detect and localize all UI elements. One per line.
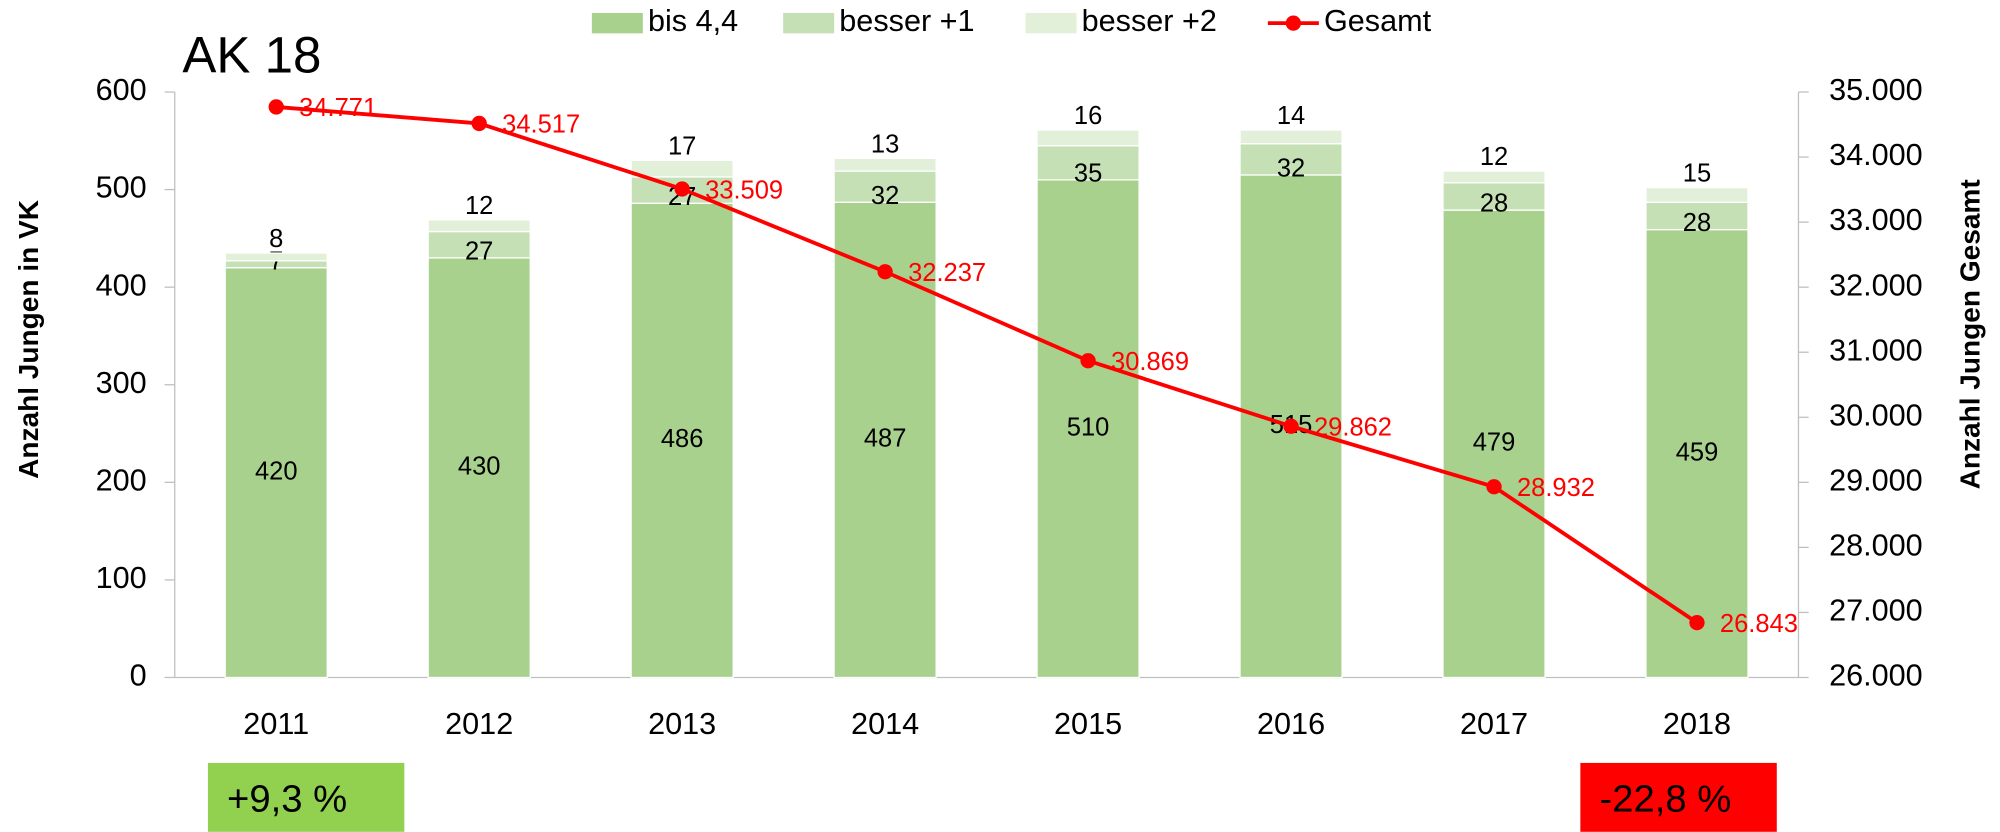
- x-tick-label: 2014: [851, 707, 919, 741]
- bar-segment: [1239, 143, 1343, 176]
- x-tick-label: 2016: [1257, 707, 1325, 741]
- data-label: 13: [871, 130, 899, 158]
- chart-title: AK 18: [182, 26, 321, 83]
- line-point: [471, 115, 487, 132]
- y2-tick-label: 28.000: [1829, 528, 1923, 562]
- data-label: 479: [1473, 429, 1516, 457]
- legend-swatch: [783, 12, 835, 34]
- legend-swatch: [1285, 15, 1302, 31]
- data-label: 32: [871, 182, 899, 210]
- x-tick-label: 2018: [1663, 707, 1731, 741]
- legend-label: Gesamt: [1324, 4, 1432, 38]
- y2-tick-label: 32.000: [1829, 268, 1923, 302]
- bar-segment: [427, 257, 531, 679]
- y-tick-label: 300: [96, 366, 147, 400]
- annotation-box: [1580, 762, 1777, 832]
- y-tick-label: 500: [96, 171, 147, 205]
- line-point: [268, 99, 284, 115]
- y2-tick-label: 31.000: [1829, 333, 1923, 367]
- bar-segment: [1442, 182, 1546, 211]
- bar-segment: [224, 267, 328, 679]
- y2-axis-label: Anzahl Jungen Gesamt: [1954, 179, 1985, 489]
- y2-tick-label: 29.000: [1829, 463, 1923, 497]
- data-label: 486: [661, 425, 704, 453]
- data-label: 12: [1480, 143, 1508, 171]
- bar-segment: [1036, 129, 1140, 147]
- bar-segment: [630, 202, 734, 679]
- y2-tick-label: 33.000: [1829, 203, 1923, 237]
- line-point: [1486, 479, 1502, 495]
- y2-tick-label: 34.000: [1829, 138, 1923, 172]
- x-tick-label: 2015: [1054, 707, 1122, 741]
- legend-swatch: [591, 12, 643, 34]
- line-label: 33.509: [705, 176, 783, 204]
- data-label: 420: [255, 457, 298, 485]
- bar-segment: [833, 201, 937, 679]
- annotation-box: [207, 762, 405, 832]
- line-label: 26.843: [1720, 610, 1798, 638]
- data-label: 8: [269, 225, 283, 253]
- y-tick-label: 0: [130, 659, 147, 693]
- legend-label: besser +1: [839, 4, 974, 38]
- x-tick-label: 2011: [243, 707, 309, 741]
- bar-segment: [1442, 170, 1546, 184]
- data-label: 28: [1683, 209, 1711, 237]
- y-tick-label: 200: [96, 463, 147, 497]
- line-point: [877, 264, 893, 280]
- line-point: [1080, 353, 1096, 369]
- bar-segment: [1645, 228, 1749, 679]
- line-point: [1283, 418, 1299, 434]
- y-tick-label: 600: [96, 73, 147, 107]
- bar-segment: [1442, 209, 1546, 679]
- y-tick-label: 100: [96, 561, 147, 595]
- data-label: 510: [1067, 413, 1110, 441]
- data-label: 12: [465, 192, 493, 220]
- y2-tick-label: 27.000: [1829, 594, 1923, 628]
- line-label: 28.932: [1517, 474, 1595, 502]
- bar-segment: [833, 157, 937, 172]
- data-label: 28: [1480, 190, 1508, 218]
- bar-segment: [630, 159, 734, 178]
- data-label: 27: [465, 238, 493, 266]
- data-label: 15: [1683, 160, 1711, 188]
- bar-segment: [1645, 201, 1749, 231]
- annotation: -22,8 %: [1599, 777, 1731, 820]
- line-label: 34.771: [299, 94, 377, 122]
- x-tick-label: 2013: [648, 707, 716, 741]
- y-axis-label: Anzahl Jungen in VK: [13, 200, 44, 479]
- bar-segment: [1239, 129, 1343, 145]
- y2-tick-label: 30.000: [1829, 398, 1923, 432]
- data-label: 14: [1277, 102, 1305, 130]
- y2-tick-label: 35.000: [1829, 73, 1923, 107]
- bar-segment: [1645, 187, 1749, 203]
- x-tick-label: 2017: [1460, 707, 1528, 741]
- x-tick-label: 2012: [445, 707, 513, 741]
- legend-swatch: [1025, 12, 1077, 34]
- y2-tick-label: 26.000: [1829, 659, 1923, 693]
- line-label: 30.869: [1111, 348, 1189, 376]
- line-point: [1689, 614, 1705, 631]
- line-point: [674, 181, 690, 197]
- line: [276, 105, 1699, 625]
- bar-segment: [224, 252, 328, 262]
- data-label: 16: [1074, 102, 1102, 130]
- bar-segment: [1036, 179, 1140, 679]
- line-label: 29.862: [1314, 414, 1392, 442]
- legend-label: bis 4,4: [648, 4, 738, 38]
- data-label: 430: [458, 452, 501, 480]
- y-tick-label: 400: [96, 268, 147, 302]
- data-label: 35: [1074, 159, 1102, 187]
- bar-segment: [427, 219, 531, 233]
- data-label: 459: [1676, 438, 1719, 466]
- data-label: 17: [668, 132, 696, 160]
- line-label: 34.517: [502, 111, 580, 139]
- data-label: 487: [864, 425, 907, 453]
- data-label: 32: [1277, 155, 1305, 183]
- line-label: 32.237: [908, 259, 986, 287]
- bar-segment: [427, 230, 531, 259]
- legend-label: besser +2: [1082, 4, 1217, 38]
- annotation: +9,3 %: [227, 777, 347, 820]
